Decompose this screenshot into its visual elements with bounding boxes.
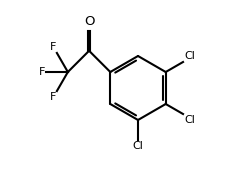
- Text: Cl: Cl: [132, 141, 143, 151]
- Text: Cl: Cl: [183, 115, 194, 125]
- Text: F: F: [38, 67, 45, 77]
- Text: F: F: [49, 92, 56, 102]
- Text: Cl: Cl: [183, 51, 194, 61]
- Text: F: F: [49, 42, 56, 52]
- Text: O: O: [83, 15, 94, 28]
